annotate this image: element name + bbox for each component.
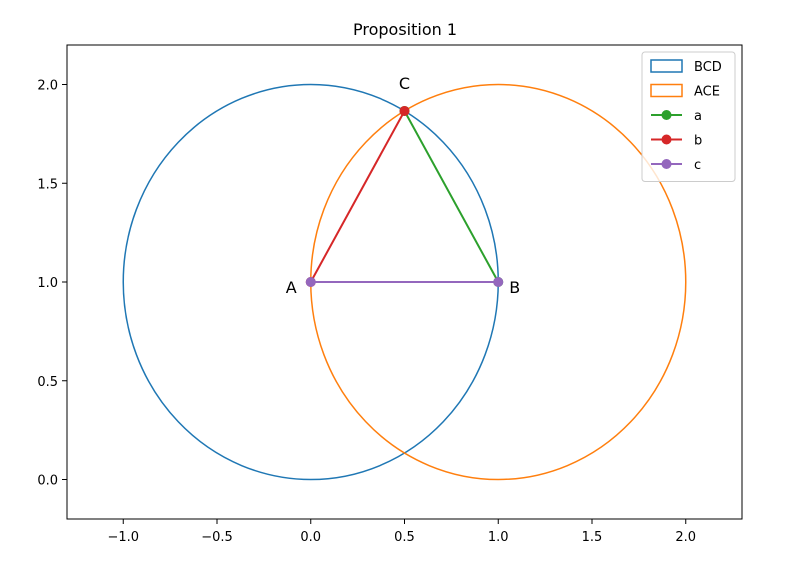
x-tick-label-2: 0.0 [300,530,321,545]
legend: BCD ACE abc [641,51,736,182]
axes: −1.0 −0.5 0.0 0.5 1.0 1.5 2.0 0.0 0.5 1.0 1.5 2.0 [37,79,696,546]
legend-label-ace: ACE [694,85,720,100]
segment-c-marker-1 [493,277,504,287]
x-tick-label-1: −0.5 [201,530,233,545]
plot-clip-group [122,83,687,481]
point-label-b: B [509,278,520,297]
legend-swatch-bcd [650,59,683,73]
segment-c-marker-0 [305,277,316,287]
y-tick-label-2: 1.0 [37,276,58,291]
x-tick-label-3: 0.5 [394,530,415,545]
legend-label-bcd: BCD [694,60,722,75]
point-label-c: C [399,74,410,93]
legend-label-c: c [694,158,701,173]
legend-marker-c [661,159,672,169]
y-tick-label-1: 0.5 [37,375,58,390]
segment-b-marker-1 [399,105,410,116]
legend-label-a: a [694,109,702,124]
x-tick-label-6: 2.0 [675,530,696,545]
legend-swatch-ace [650,83,683,98]
x-tick-label-4: 1.0 [488,530,509,545]
y-tick-label-3: 1.5 [37,177,58,192]
legend-marker-b [661,134,672,145]
x-tick-label-0: −1.0 [107,530,139,545]
plot-area: A B C [122,74,687,481]
segment-b [309,110,406,283]
x-tick-label-5: 1.5 [582,530,603,545]
segment-a [403,110,500,283]
point-label-a: A [286,278,297,297]
legend-marker-a [661,110,672,120]
y-tick-label-0: 0.0 [37,474,58,489]
chart-title: Proposition 1 [353,20,457,39]
y-tick-label-4: 2.0 [37,79,58,94]
legend-label-b: b [694,134,702,149]
